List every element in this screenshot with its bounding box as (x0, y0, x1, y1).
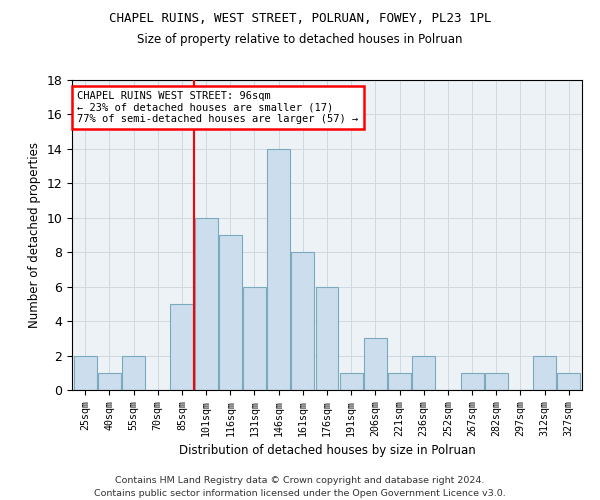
Bar (533, 356, 556, 390)
Y-axis label: Number of detached properties: Number of detached properties (28, 142, 41, 328)
Bar (364, 338, 387, 390)
Text: Contains HM Land Registry data © Crown copyright and database right 2024.
Contai: Contains HM Land Registry data © Crown c… (94, 476, 506, 498)
Bar (74, 356, 97, 390)
Bar (292, 252, 314, 390)
Bar (316, 286, 338, 390)
Bar (388, 373, 411, 390)
Bar (485, 373, 508, 390)
Bar (194, 218, 218, 390)
X-axis label: Distribution of detached houses by size in Polruan: Distribution of detached houses by size … (179, 444, 475, 457)
Bar (461, 373, 484, 390)
Bar (219, 235, 242, 390)
Text: CHAPEL RUINS, WEST STREET, POLRUAN, FOWEY, PL23 1PL: CHAPEL RUINS, WEST STREET, POLRUAN, FOWE… (109, 12, 491, 26)
Bar (243, 286, 266, 390)
Bar (340, 373, 362, 390)
Bar (267, 149, 290, 390)
Text: Size of property relative to detached houses in Polruan: Size of property relative to detached ho… (137, 32, 463, 46)
Text: CHAPEL RUINS WEST STREET: 96sqm
← 23% of detached houses are smaller (17)
77% of: CHAPEL RUINS WEST STREET: 96sqm ← 23% of… (77, 91, 358, 124)
Bar (557, 373, 580, 390)
Bar (122, 356, 145, 390)
Bar (98, 373, 121, 390)
Bar (412, 356, 435, 390)
Bar (170, 304, 193, 390)
